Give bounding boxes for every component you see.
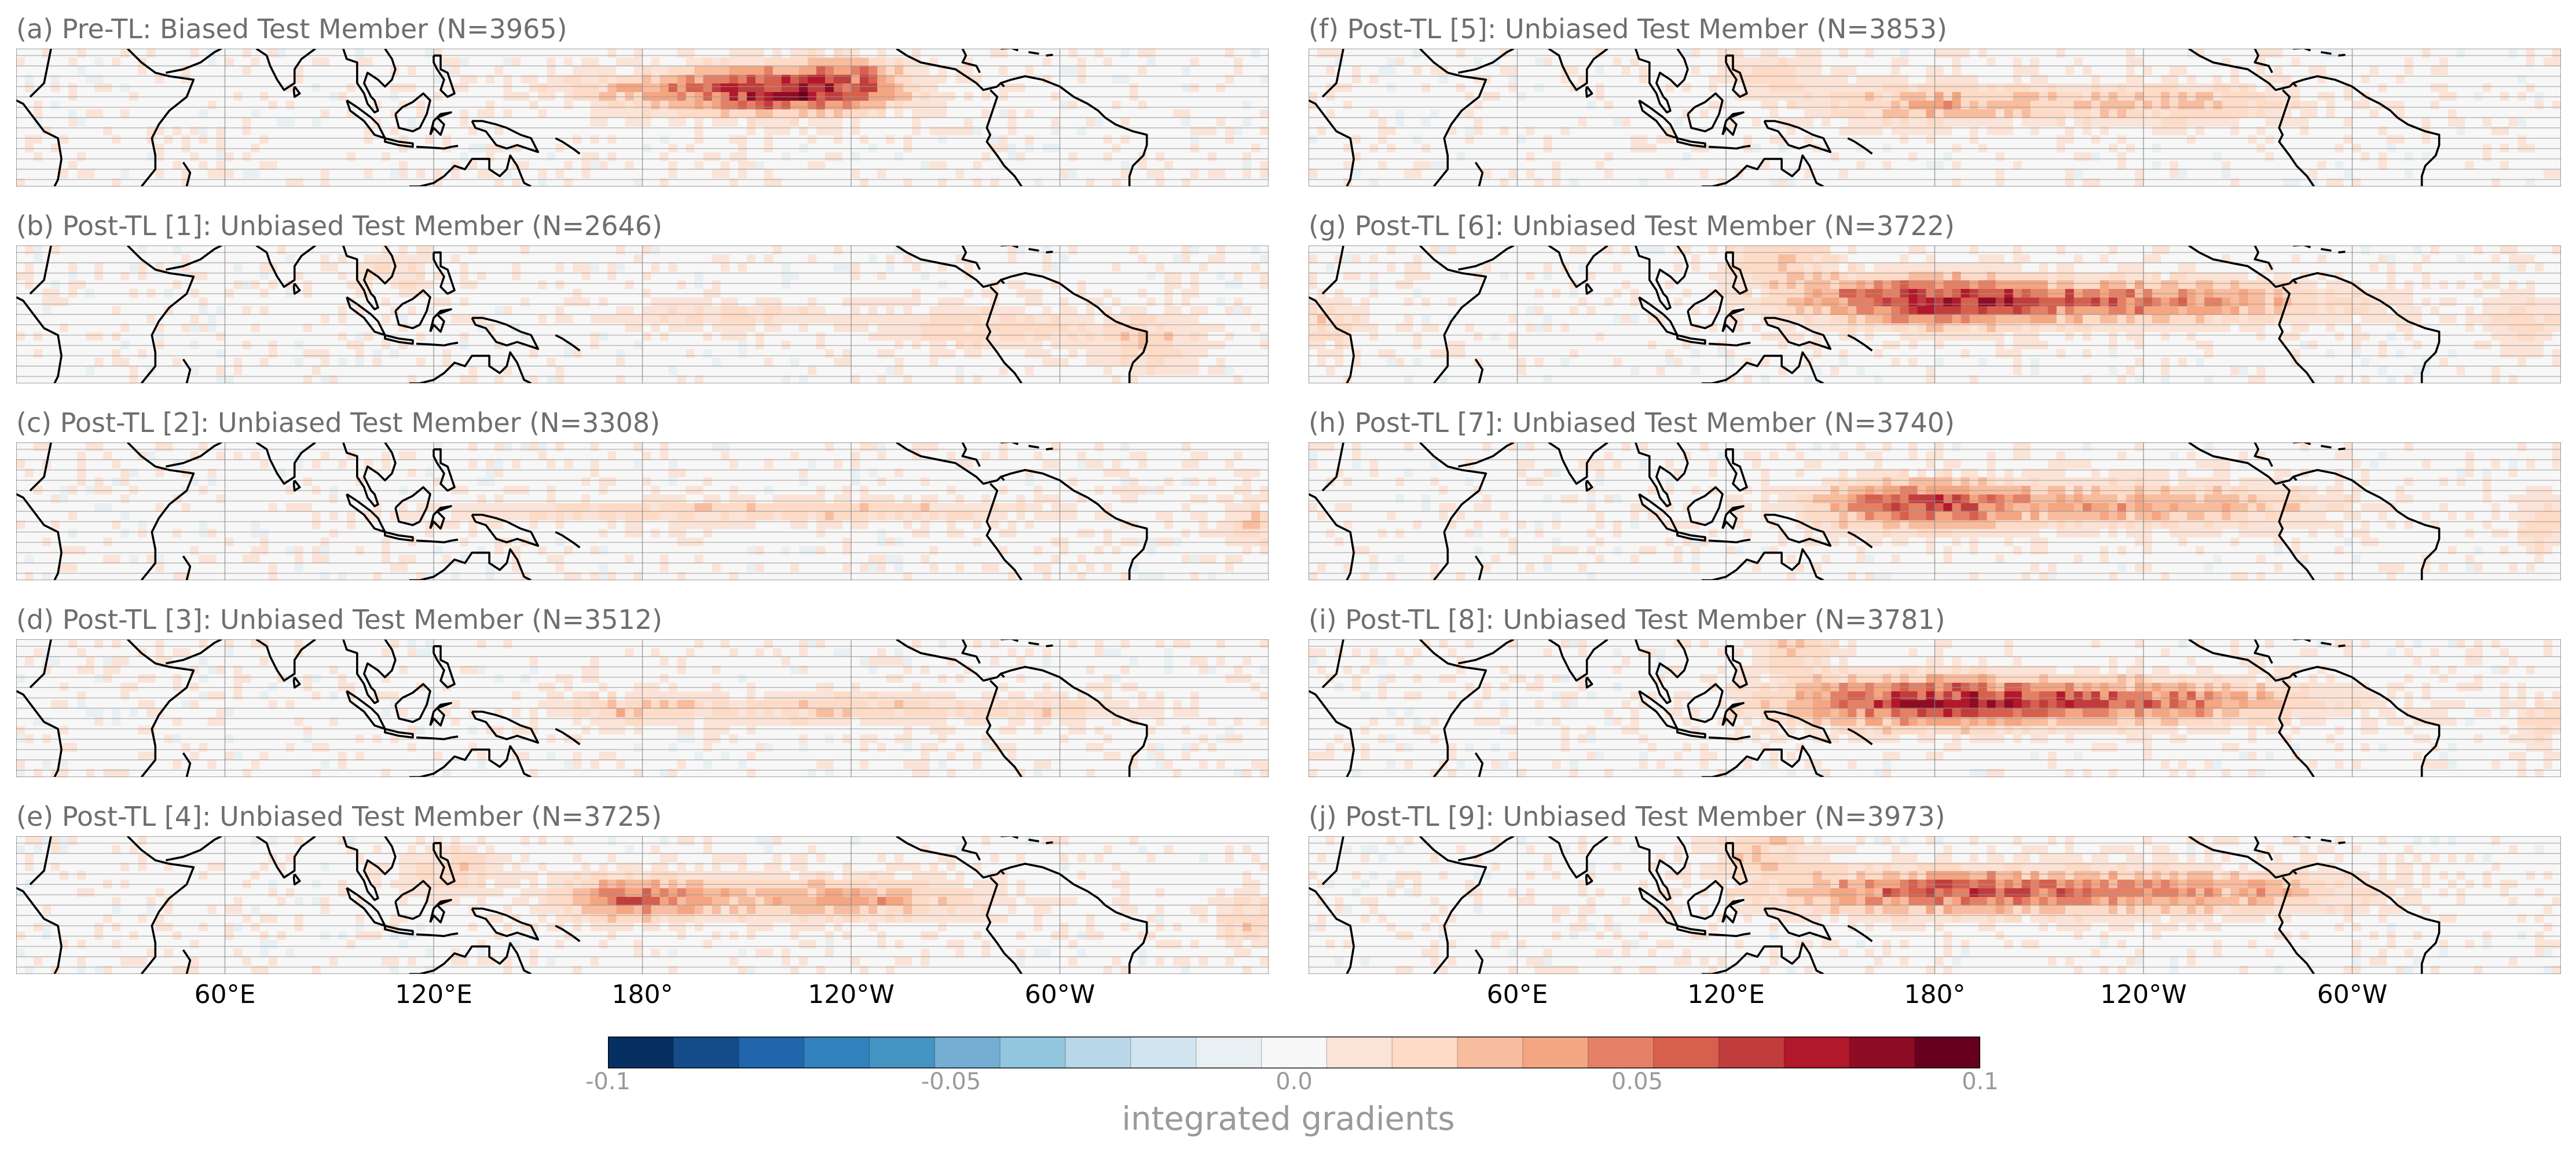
panel-title: (h) Post-TL [7]: Unbiased Test Member (N… — [1309, 405, 1955, 440]
coastlines — [1309, 246, 2441, 383]
x-tick-label: 60°W — [2317, 980, 2388, 1009]
heatmap — [16, 246, 1269, 383]
x-tick-label: 120°E — [395, 980, 472, 1009]
colorbar-segment — [1588, 1037, 1654, 1068]
colorbar-segment — [1784, 1037, 1850, 1068]
colorbar-segment — [935, 1037, 1001, 1068]
colorbar-segment — [1849, 1037, 1915, 1068]
coastlines — [16, 836, 1148, 974]
heatmap — [16, 639, 1269, 777]
coastlines — [16, 442, 1148, 580]
heatmap — [1309, 49, 2561, 186]
colorbar-segment — [1718, 1037, 1784, 1068]
heatmap — [1309, 836, 2561, 974]
colorbar-segment — [1261, 1037, 1327, 1068]
coastlines — [16, 49, 1148, 186]
x-tick-label: 180° — [612, 980, 673, 1009]
panel-title: (c) Post-TL [2]: Unbiased Test Member (N… — [16, 405, 660, 440]
x-tick-label: 120°W — [808, 980, 895, 1009]
colorbar-segment — [1915, 1037, 1980, 1068]
heatmap-cells — [16, 246, 1269, 383]
coastlines — [1309, 442, 2441, 580]
heatmap — [1309, 246, 2561, 383]
panel-title: (e) Post-TL [4]: Unbiased Test Member (N… — [16, 799, 662, 834]
panel-title: (d) Post-TL [3]: Unbiased Test Member (N… — [16, 602, 662, 637]
x-tick-label: 120°W — [2100, 980, 2187, 1009]
colorbar-tick-label: 0.05 — [1611, 1068, 1663, 1095]
colorbar-segment — [1653, 1037, 1720, 1068]
panel-title: (a) Pre-TL: Biased Test Member (N=3965) — [16, 12, 567, 46]
x-tick-label: 60°E — [195, 980, 256, 1009]
x-tick-label: 60°W — [1025, 980, 1095, 1009]
panel-title: (j) Post-TL [9]: Unbiased Test Member (N… — [1309, 799, 1945, 834]
colorbar-segment — [869, 1037, 935, 1068]
colorbar-segment — [1000, 1037, 1066, 1068]
panel-title: (i) Post-TL [8]: Unbiased Test Member (N… — [1309, 602, 1945, 637]
colorbar-label: integrated gradients — [1122, 1100, 1454, 1138]
heatmap-cells — [1309, 246, 2561, 383]
colorbar-segment — [1130, 1037, 1197, 1068]
x-tick-label: 180° — [1904, 980, 1966, 1009]
colorbar-segment — [1327, 1037, 1393, 1068]
heatmap — [1309, 639, 2561, 777]
colorbar — [608, 1037, 1980, 1068]
coastlines — [1309, 49, 2441, 186]
colorbar-segment — [673, 1037, 739, 1068]
colorbar-segment — [1457, 1037, 1523, 1068]
colorbar-segment — [1523, 1037, 1589, 1068]
panel-title: (f) Post-TL [5]: Unbiased Test Member (N… — [1309, 12, 1947, 46]
heatmap — [16, 49, 1269, 186]
panel-title: (b) Post-TL [1]: Unbiased Test Member (N… — [16, 208, 662, 243]
coastlines — [1309, 639, 2441, 777]
coastlines — [16, 246, 1148, 383]
colorbar-segment — [608, 1037, 674, 1068]
coastlines — [1309, 836, 2441, 974]
colorbar-segment — [1196, 1037, 1262, 1068]
heatmap-cells — [1309, 442, 2561, 580]
x-tick-label: 120°E — [1687, 980, 1765, 1009]
panel-title: (g) Post-TL [6]: Unbiased Test Member (N… — [1309, 208, 1955, 243]
colorbar-segment — [738, 1037, 805, 1068]
colorbar-tick-label: 0.1 — [1962, 1068, 1999, 1095]
heatmap — [1309, 442, 2561, 580]
x-tick-label: 60°E — [1487, 980, 1548, 1009]
colorbar-tick-label: -0.05 — [921, 1068, 981, 1095]
colorbar-tick-label: -0.1 — [585, 1068, 631, 1095]
colorbar-segment — [804, 1037, 870, 1068]
heatmap — [16, 442, 1269, 580]
coastlines — [16, 639, 1148, 777]
colorbar-segment — [1065, 1037, 1131, 1068]
colorbar-segment — [1392, 1037, 1458, 1068]
heatmap — [16, 836, 1269, 974]
colorbar-tick-label: 0.0 — [1276, 1068, 1313, 1095]
